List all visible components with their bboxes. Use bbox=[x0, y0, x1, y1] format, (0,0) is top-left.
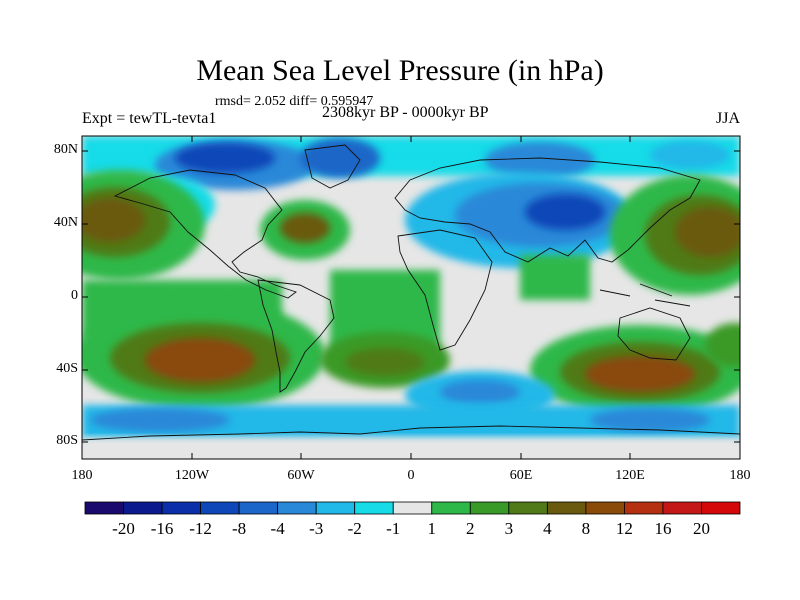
colorbar-label: 2 bbox=[466, 519, 475, 538]
arctic-low-chukchi bbox=[650, 141, 730, 169]
npac-high-core bbox=[82, 198, 145, 242]
colorbar-label: -12 bbox=[189, 519, 212, 538]
antarctic-neutral bbox=[82, 438, 740, 459]
colorbar-label: -20 bbox=[112, 519, 135, 538]
colorbar-box bbox=[200, 501, 240, 515]
arctic-low-siberia bbox=[485, 142, 595, 178]
lat-label-0: 0 bbox=[71, 288, 78, 303]
lon-label-180w: 180 bbox=[71, 468, 93, 483]
colorbar-box bbox=[354, 501, 394, 515]
map-title: Mean Sea Level Pressure (in hPa) bbox=[196, 54, 604, 87]
colorbar-label: -3 bbox=[309, 519, 324, 538]
colorbar-label: -1 bbox=[386, 519, 401, 538]
experiment-label: Expt = tewTL-tevta1 bbox=[82, 110, 217, 127]
arctic-low-canada-core bbox=[175, 143, 275, 173]
colorbar-box bbox=[701, 501, 741, 515]
colorbar-box bbox=[161, 501, 201, 515]
colorbar-box bbox=[238, 501, 279, 515]
colorbar-label: -4 bbox=[270, 519, 285, 538]
colorbar-box bbox=[84, 501, 124, 515]
lon-label-60w: 60W bbox=[287, 468, 315, 483]
natl-high-core bbox=[280, 213, 330, 243]
southern-ocean-low-atlantic-core bbox=[440, 380, 520, 404]
season-label: JJA bbox=[715, 110, 740, 127]
colorbar-box bbox=[546, 501, 587, 515]
indian-ocean-positive bbox=[520, 255, 590, 300]
lat-label-80n: 80N bbox=[53, 142, 78, 157]
colorbar-label: 1 bbox=[427, 519, 437, 538]
colorbar-label: 8 bbox=[581, 519, 591, 538]
arctic-low-greenland bbox=[300, 138, 380, 178]
colorbar bbox=[84, 501, 741, 515]
eurasia-low-core bbox=[525, 194, 605, 230]
lon-label-60e: 60E bbox=[509, 468, 533, 483]
antarctic-low-pacific bbox=[90, 408, 230, 432]
anomaly-field bbox=[82, 136, 740, 459]
lat-label-40s: 40S bbox=[56, 361, 78, 376]
lat-label-80s: 80S bbox=[56, 433, 78, 448]
colorbar-box bbox=[662, 501, 702, 515]
colorbar-box bbox=[624, 501, 664, 515]
colorbar-box bbox=[585, 501, 625, 515]
colorbar-box bbox=[315, 501, 356, 515]
period-label: 2308kyr BP - 0000kyr BP bbox=[322, 104, 489, 121]
colorbar-box bbox=[392, 501, 433, 515]
lon-label-120w: 120W bbox=[174, 468, 210, 483]
colorbar-box bbox=[431, 501, 471, 515]
antarctic-low-east bbox=[590, 408, 710, 432]
colorbar-label: -8 bbox=[232, 519, 247, 538]
lat-label-40n: 40N bbox=[53, 215, 78, 230]
npac-high-west-core bbox=[675, 207, 740, 257]
coastlines bbox=[82, 144, 740, 441]
rmsd-diff-stats: rmsd= 2.052 diff= 0.595947 bbox=[215, 94, 374, 109]
colorbar-box bbox=[508, 501, 548, 515]
colorbar-label: -16 bbox=[150, 519, 174, 538]
colorbar-label: 16 bbox=[654, 519, 672, 538]
colorbar-label: 4 bbox=[543, 519, 552, 538]
colorbar-box bbox=[277, 501, 317, 515]
sind-high-core bbox=[585, 356, 695, 392]
satl-high-core bbox=[345, 348, 425, 376]
colorbar-label: -2 bbox=[347, 519, 362, 538]
colorbar-label: 3 bbox=[504, 519, 514, 538]
colorbar-box bbox=[123, 501, 163, 515]
axis-ticks bbox=[81, 136, 741, 459]
colorbar-label: 12 bbox=[615, 519, 633, 538]
lon-label-120e: 120E bbox=[615, 468, 645, 483]
colorbar-label: 20 bbox=[692, 519, 710, 538]
lon-label-180e: 180 bbox=[729, 468, 751, 483]
spac-high-core bbox=[145, 338, 255, 382]
lon-label-0: 0 bbox=[407, 468, 415, 483]
sind-high-east bbox=[705, 323, 740, 367]
colorbar-box bbox=[469, 501, 510, 515]
